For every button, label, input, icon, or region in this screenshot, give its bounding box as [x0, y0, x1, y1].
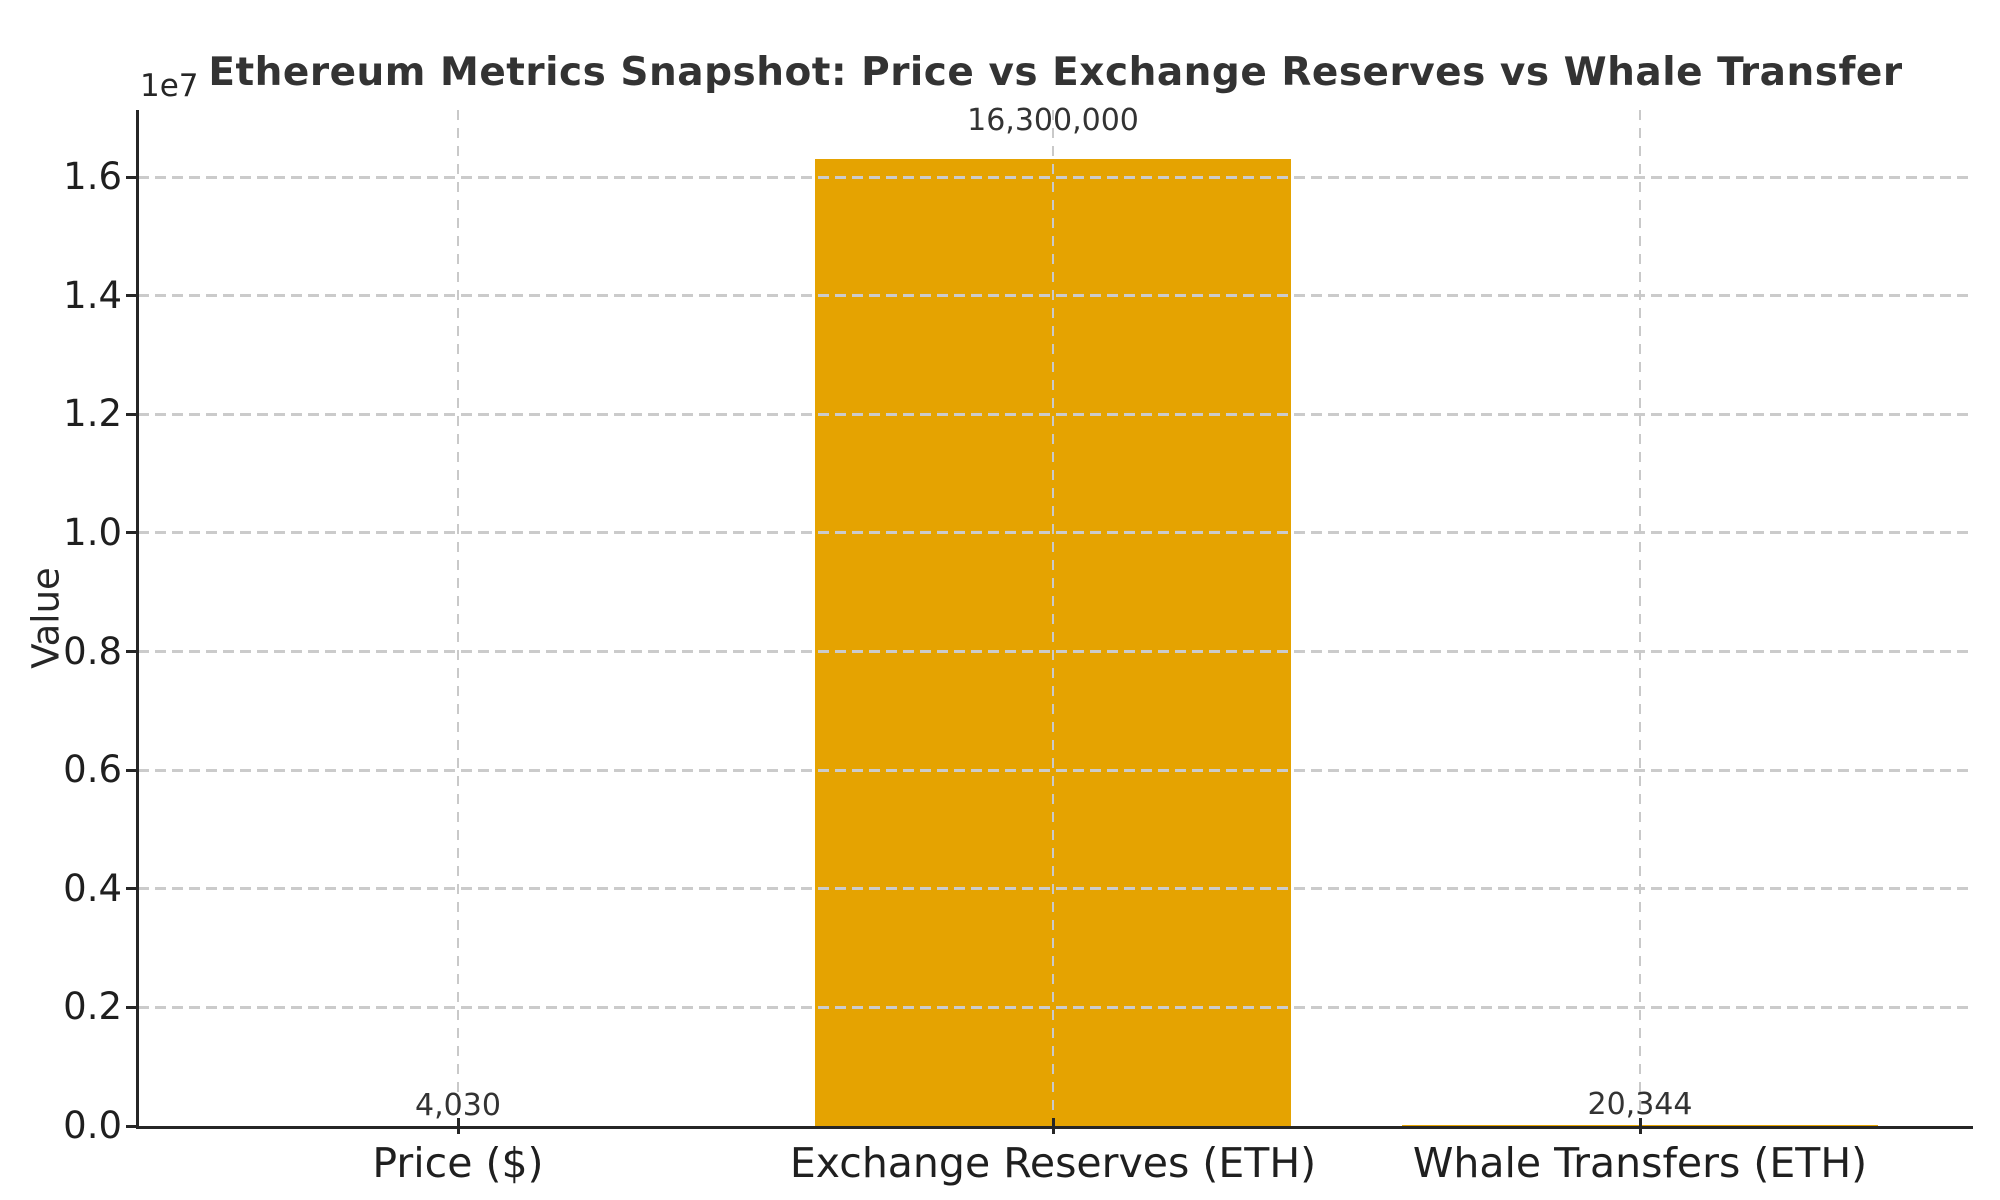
- x-tick-label: Exchange Reserves (ETH): [789, 1139, 1317, 1187]
- y-tick-label: 0.0: [63, 1104, 122, 1147]
- y-axis-offset-label: 1e7: [140, 68, 199, 104]
- h-gridline: [138, 1005, 1973, 1009]
- y-tick-label: 0.2: [63, 985, 122, 1029]
- value-label: 16,300,000: [967, 103, 1139, 139]
- y-tick-mark: [126, 887, 136, 891]
- y-tick-mark: [126, 1124, 136, 1128]
- y-tick-label: 1.6: [63, 155, 122, 199]
- y-axis-spine: [136, 110, 139, 1129]
- v-gridline: [1052, 110, 1054, 1126]
- y-tick-mark: [126, 175, 136, 179]
- x-tick-mark: [456, 1118, 460, 1134]
- h-gridline: [138, 531, 1973, 535]
- v-gridline: [457, 110, 459, 1126]
- v-gridline: [1639, 110, 1641, 1126]
- chart-title: Ethereum Metrics Snapshot: Price vs Exch…: [208, 50, 1903, 95]
- h-gridline: [138, 412, 1973, 416]
- h-gridline: [138, 175, 1973, 179]
- x-tick-label: Price ($): [372, 1139, 544, 1187]
- y-tick-mark: [126, 1005, 136, 1009]
- x-tick-mark: [1638, 1118, 1642, 1134]
- y-tick-label: 1.2: [63, 392, 122, 436]
- x-tick-mark: [1051, 1118, 1055, 1134]
- h-gridline: [138, 768, 1973, 772]
- x-axis-spine: [136, 1126, 1973, 1129]
- h-gridline: [138, 294, 1973, 298]
- value-label: 20,344: [1587, 1086, 1693, 1122]
- y-tick-label: 1.4: [63, 273, 122, 317]
- y-tick-mark: [126, 412, 136, 416]
- h-gridline: [138, 887, 1973, 891]
- y-tick-mark: [126, 768, 136, 772]
- y-tick-mark: [126, 650, 136, 653]
- y-tick-mark: [126, 294, 136, 298]
- h-gridline: [138, 650, 1973, 653]
- value-label: 4,030: [415, 1087, 501, 1123]
- y-tick-label: 0.6: [63, 748, 122, 792]
- y-tick-label: 0.4: [63, 866, 122, 910]
- y-tick-mark: [126, 531, 136, 535]
- x-tick-label: Whale Transfers (ETH): [1412, 1139, 1868, 1187]
- y-tick-label: 1.0: [63, 510, 122, 554]
- y-tick-label: 0.8: [63, 629, 122, 673]
